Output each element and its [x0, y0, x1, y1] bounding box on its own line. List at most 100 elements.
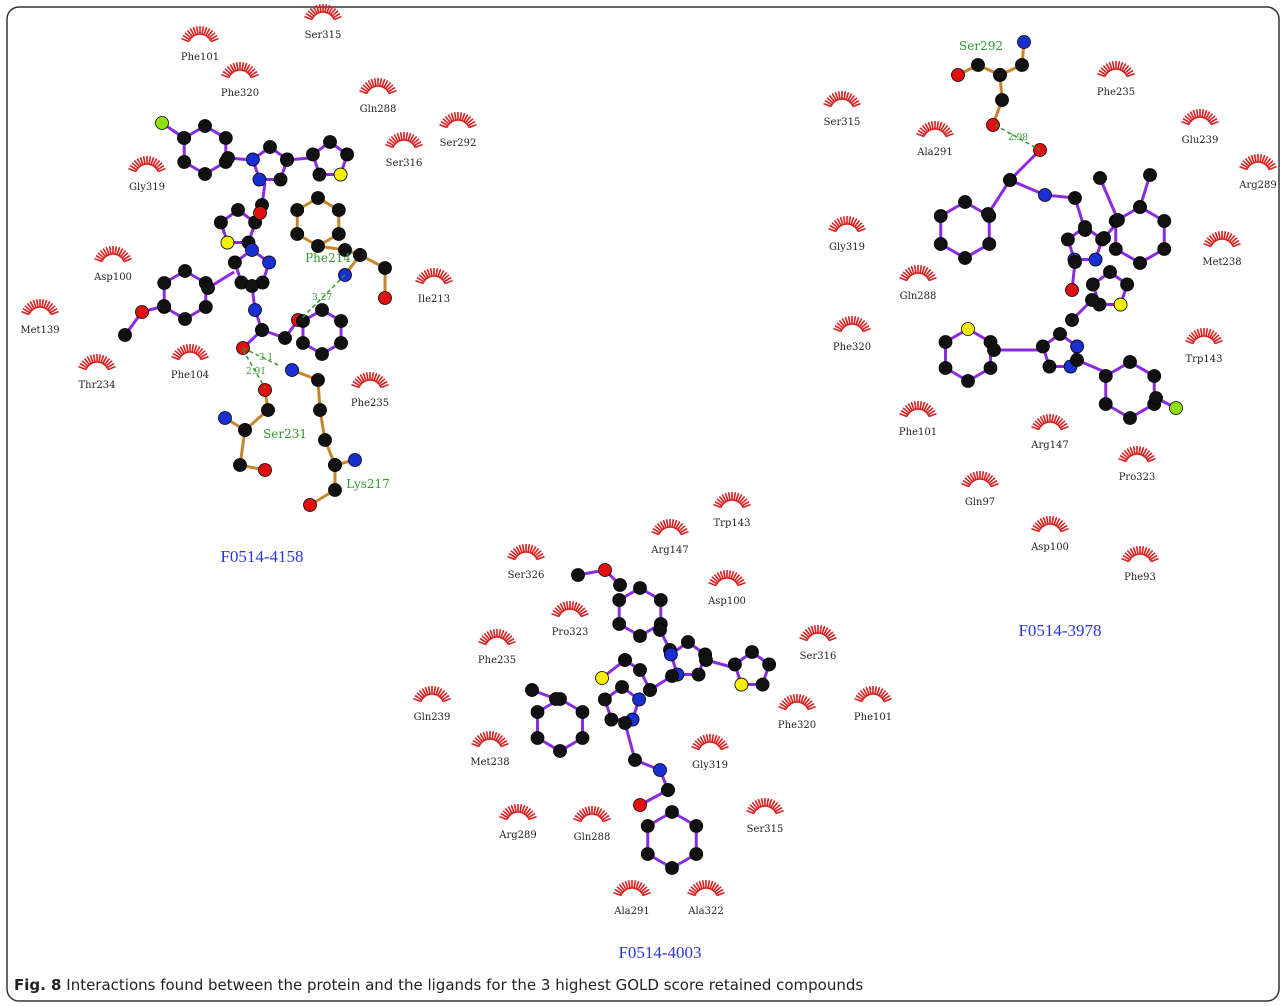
hydrophobic-contact: [899, 265, 936, 281]
hbond-residue-label: Phe214: [305, 251, 351, 265]
atom: [291, 204, 304, 217]
atom: [599, 564, 612, 577]
hbond-residue-label: Lys217: [346, 477, 390, 491]
atom: [329, 484, 342, 497]
atom: [178, 132, 191, 145]
residue-label: Gly319: [692, 760, 728, 771]
atom: [1061, 233, 1074, 246]
residue-label: Ile213: [418, 294, 450, 305]
hydrophobic-contact: [171, 344, 208, 360]
atom: [690, 848, 703, 861]
residue-label: Pro323: [552, 627, 589, 638]
hydrophobic-contact: [961, 471, 998, 487]
residue-label: Phe101: [899, 427, 937, 438]
atom: [335, 337, 348, 350]
hydrophobic-contact: [439, 112, 476, 128]
residue-label: Arg289: [1238, 180, 1277, 191]
residue-label: Ser292: [440, 138, 477, 149]
atom: [1036, 340, 1049, 353]
residue-label: Ser316: [386, 158, 423, 169]
hbond-residue-label: Ser231: [263, 427, 307, 441]
atom: [550, 693, 563, 706]
hbond-distance: 3.27: [312, 293, 332, 303]
atom: [253, 173, 266, 186]
hydrophobic-contact: [1181, 109, 1218, 125]
atom: [614, 579, 627, 592]
atom: [341, 148, 354, 161]
atom: [259, 384, 272, 397]
hydrophobic-contact: [1239, 154, 1276, 170]
residue-label: Glu239: [1182, 135, 1219, 146]
residue-label: Ser326: [508, 570, 545, 581]
hydrophobic-contact: [385, 132, 422, 148]
atom: [641, 848, 654, 861]
residue-label: Gly319: [129, 182, 165, 193]
atom: [313, 168, 326, 181]
atom: [1124, 356, 1137, 369]
atom: [613, 618, 626, 631]
atom: [1144, 169, 1157, 182]
hydrophobic-contact: [1118, 446, 1155, 462]
residue-label: Phe235: [351, 398, 389, 409]
atom: [1158, 215, 1171, 228]
atom: [349, 454, 362, 467]
residue-label: Gln288: [574, 832, 611, 843]
hydrophobic-contact: [1031, 414, 1068, 430]
residue-label: Trp143: [714, 518, 751, 529]
residue-label: Arg147: [650, 545, 689, 556]
residue-label: Asp100: [707, 596, 746, 607]
atom: [634, 630, 647, 643]
atom: [984, 362, 997, 375]
hydrophobic-contact: [613, 880, 650, 896]
residue-label: Phe93: [1124, 572, 1156, 583]
atom: [728, 658, 741, 671]
atom: [332, 228, 345, 241]
residue-label: Thr234: [79, 380, 116, 391]
atom: [256, 324, 269, 337]
atom: [619, 654, 632, 667]
hydrophobic-contact: [1203, 231, 1240, 247]
atom: [304, 499, 317, 512]
atom: [254, 207, 267, 220]
atom: [316, 304, 329, 317]
atom: [332, 204, 345, 217]
atom: [972, 59, 985, 72]
caption-label: Fig. 8: [14, 976, 61, 994]
compound-name: F0514-4003: [618, 943, 701, 962]
atom: [576, 706, 589, 719]
atom: [264, 141, 277, 154]
atom: [654, 624, 667, 637]
atom: [222, 152, 235, 165]
atom: [962, 323, 975, 336]
atom: [735, 678, 748, 691]
atom: [262, 404, 275, 417]
atom: [1098, 232, 1111, 245]
residue-label: Asp100: [1030, 542, 1069, 553]
residue-label: Asp100: [93, 272, 132, 283]
residue-label: Met238: [1202, 257, 1241, 268]
atom: [1039, 189, 1052, 202]
hydrophobic-contact: [778, 694, 815, 710]
atom: [1158, 243, 1171, 256]
hydrophobic-contact: [551, 601, 588, 617]
atom: [616, 681, 629, 694]
atom: [199, 301, 212, 314]
residue-label: Arg147: [1030, 440, 1069, 451]
atom: [1071, 354, 1084, 367]
residue-label: Phe101: [181, 52, 219, 63]
atom: [576, 732, 589, 745]
hydrophobic-contact: [94, 246, 131, 262]
residue-label: Phe320: [833, 342, 871, 353]
atom: [234, 459, 247, 472]
atom: [314, 404, 327, 417]
atom: [329, 459, 342, 472]
hydrophobic-contact: [1097, 61, 1134, 77]
hydrophobic-contact: [1031, 516, 1068, 532]
atom: [312, 192, 325, 205]
atom: [1114, 298, 1127, 311]
residue-label: Met238: [470, 757, 509, 768]
atom: [1109, 243, 1122, 256]
atom: [263, 256, 276, 269]
hydrophobic-contact: [21, 299, 58, 315]
atom: [962, 375, 975, 388]
